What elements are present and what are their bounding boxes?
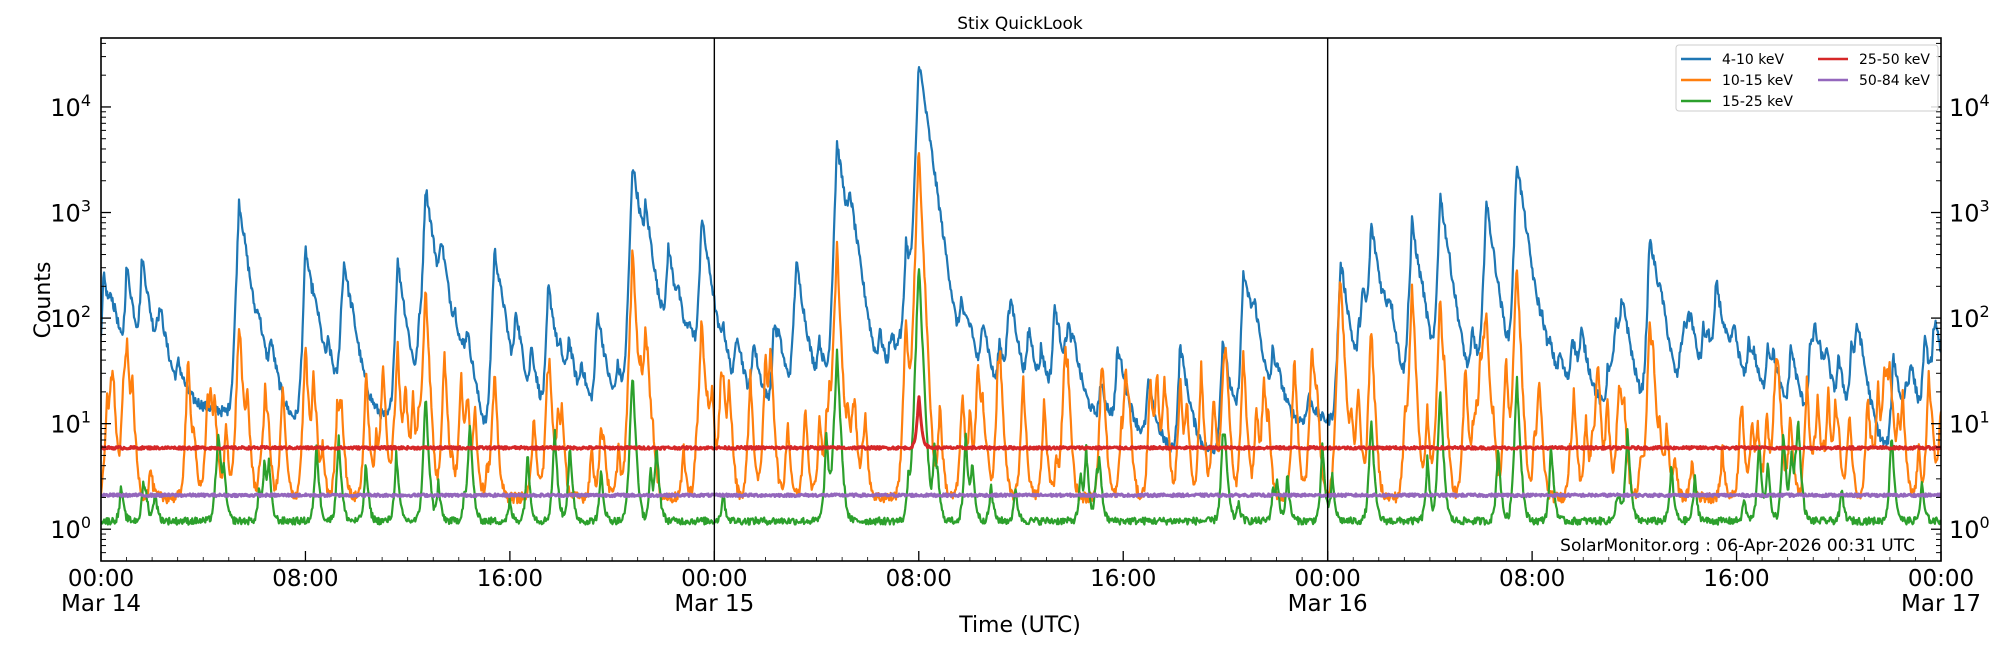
legend-label: 25-50 keV: [1859, 52, 1930, 68]
y-tick-label-right: 100: [1949, 513, 1990, 544]
y-tick-label-right: 103: [1949, 197, 1990, 228]
x-tick-date-label: Mar 17: [1901, 591, 1981, 617]
x-tick-time-label: 00:00: [681, 566, 747, 592]
y-tick-label-right: 101: [1949, 408, 1990, 439]
y-tick-label-left: 100: [50, 513, 91, 544]
legend-label: 15-25 keV: [1722, 94, 1793, 110]
x-tick-time-label: 08:00: [272, 566, 338, 592]
legend-label: 4-10 keV: [1722, 52, 1784, 68]
x-tick-time-label: 08:00: [886, 566, 952, 592]
series-line-4-10-kev: [101, 65, 1941, 455]
x-tick-time-label: 16:00: [1703, 566, 1769, 592]
x-tick-time-label: 16:00: [477, 566, 543, 592]
x-tick-time-label: 00:00: [68, 566, 134, 592]
series-line-25-50-kev: [101, 395, 1941, 451]
legend-label: 10-15 keV: [1722, 73, 1793, 89]
watermark-annotation: SolarMonitor.org : 06-Apr-2026 00:31 UTC: [1560, 536, 1915, 556]
y-tick-label-left: 101: [50, 408, 91, 439]
y-tick-label-left: 104: [50, 91, 91, 122]
x-axis-label: Time (UTC): [958, 613, 1081, 638]
legend-label: 50-84 keV: [1859, 73, 1930, 89]
legend: 4-10 keV 10-15 keV 15-25 keV 25-50 keV 50-84…: [1675, 44, 1939, 112]
y-tick-label-left: 102: [50, 302, 91, 333]
x-tick-time-label: 00:00: [1908, 566, 1974, 592]
chart-title: Stix QuickLook: [957, 14, 1083, 34]
x-tick-date-label: Mar 16: [1288, 591, 1368, 617]
series-line-10-15-kev: [101, 152, 1941, 505]
y-tick-label-right: 102: [1949, 302, 1990, 333]
y-axis-label: Counts: [31, 262, 56, 339]
x-tick-date-label: Mar 14: [61, 591, 141, 617]
x-tick-time-label: 16:00: [1090, 566, 1156, 592]
series-line-50-84-kev: [101, 492, 1941, 499]
y-tick-label-left: 103: [50, 197, 91, 228]
series-line-15-25-kev: [101, 268, 1941, 526]
y-tick-label-right: 104: [1949, 91, 1990, 122]
x-tick-time-label: 08:00: [1499, 566, 1565, 592]
plot-frame: [100, 37, 1942, 562]
x-tick-time-label: 00:00: [1295, 566, 1361, 592]
x-tick-date-label: Mar 15: [674, 591, 754, 617]
